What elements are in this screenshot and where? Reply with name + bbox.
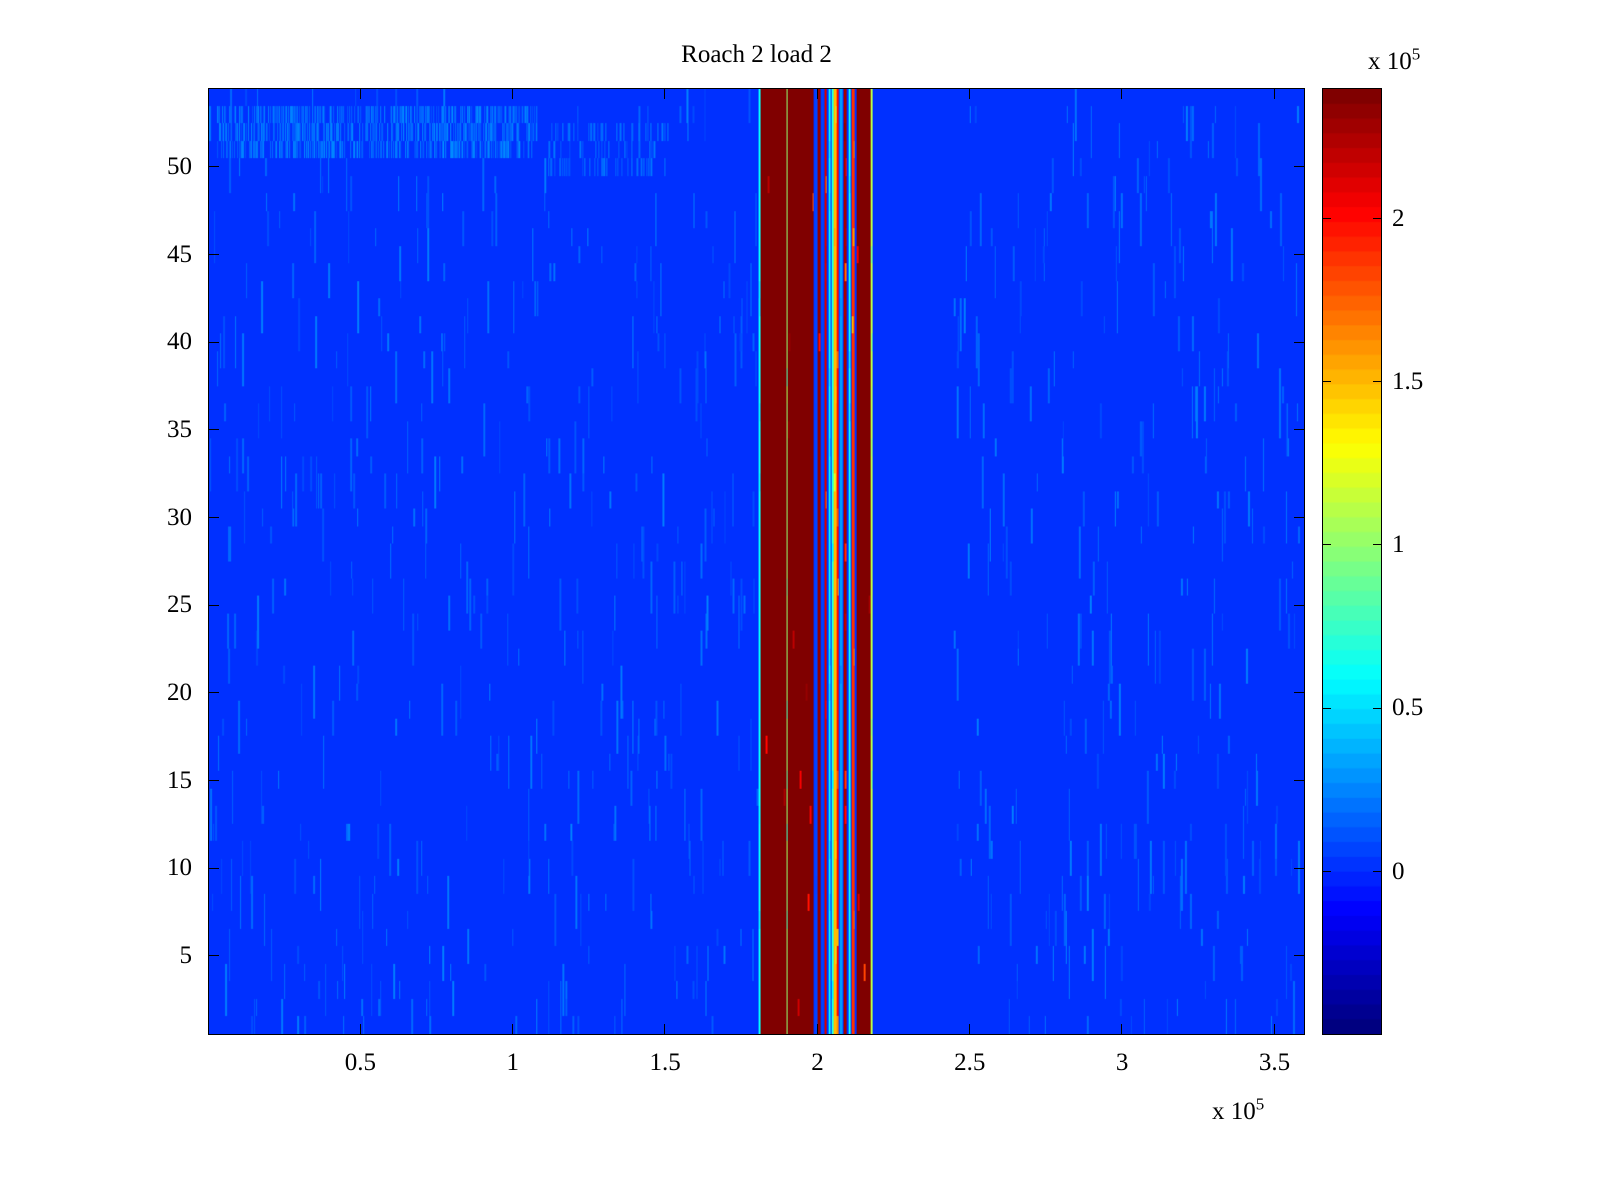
colorbar-tick-right (1373, 870, 1382, 872)
y-axis-tick-label: 50 (167, 152, 192, 180)
colorbar-tick-right (1373, 707, 1382, 709)
colorbar-gradient (1323, 89, 1381, 1034)
y-axis-tick-right (1294, 253, 1305, 255)
colorbar-tick-right (1373, 381, 1382, 383)
y-axis-tick-label: 35 (167, 415, 192, 443)
y-axis-tick (208, 604, 219, 606)
colorbar-exponent-label: x 105 (1368, 44, 1421, 76)
x-axis-tick (359, 1024, 361, 1035)
x-axis-tick-label: 2.5 (954, 1049, 986, 1076)
colorbar-tick-left (1322, 544, 1331, 546)
x-axis-exponent-label: x 105 (1212, 1094, 1265, 1126)
y-axis-tick-right (1294, 867, 1305, 869)
y-axis-tick (208, 955, 219, 957)
colorbar-tick-left (1322, 381, 1331, 383)
y-axis-tick-label: 5 (179, 942, 193, 970)
colorbar-tick-label: 0.5 (1392, 694, 1424, 722)
x-axis-tick (1121, 1024, 1123, 1035)
y-axis-tick (208, 692, 219, 694)
y-axis-tick-right (1294, 604, 1305, 606)
x-axis-tick-label: 3.5 (1258, 1049, 1291, 1076)
x-axis-tick-top (664, 88, 666, 99)
y-axis-tick-right (1294, 166, 1305, 168)
x-exponent-base: x 10 (1212, 1098, 1256, 1125)
colorbar-exponent-base: x 10 (1368, 48, 1412, 75)
x-axis-tick (969, 1024, 971, 1035)
y-axis-tick-label: 15 (167, 766, 192, 794)
x-axis-tick-top (969, 88, 971, 99)
x-axis-tick-top (1121, 88, 1123, 99)
colorbar-tick-left (1322, 870, 1331, 872)
x-axis-tick (664, 1024, 666, 1035)
y-axis-tick (208, 253, 219, 255)
x-axis-tick-label: 0.5 (344, 1049, 376, 1076)
y-axis-tick-label: 25 (167, 591, 192, 619)
x-axis-tick-top (1273, 88, 1275, 99)
x-axis-tick (1273, 1024, 1275, 1035)
y-axis-tick-right (1294, 779, 1305, 781)
y-axis-tick-right (1294, 692, 1305, 694)
y-axis-tick-label: 45 (167, 240, 192, 268)
colorbar-tick-label: 2 (1392, 204, 1405, 232)
x-axis-tick-label: 2 (811, 1049, 824, 1076)
x-axis-tick (511, 1024, 513, 1035)
y-axis-tick (208, 516, 219, 518)
x-axis-tick-top (511, 88, 513, 99)
y-axis-tick-label: 20 (167, 679, 192, 707)
y-axis-tick-right (1294, 429, 1305, 431)
colorbar-tick-right (1373, 544, 1382, 546)
page-title: Roach 2 load 2 (681, 41, 832, 68)
colorbar-tick-left (1322, 707, 1331, 709)
colorbar[interactable] (1322, 88, 1382, 1035)
colorbar-tick-label: 1 (1392, 531, 1405, 559)
colorbar-tick-label: 0 (1392, 857, 1405, 885)
colorbar-tick-left (1322, 217, 1331, 219)
y-axis-tick (208, 429, 219, 431)
x-axis-tick-top (359, 88, 361, 99)
y-axis-tick-right (1294, 955, 1305, 957)
x-axis-tick-top (816, 88, 818, 99)
x-axis-tick (816, 1024, 818, 1035)
y-axis-tick (208, 867, 219, 869)
colorbar-tick-label: 1.5 (1392, 367, 1424, 395)
x-axis-tick-label: 1 (506, 1049, 519, 1076)
y-axis-tick-label: 30 (167, 503, 192, 531)
colorbar-tick-right (1373, 217, 1382, 219)
y-axis-tick-label: 40 (167, 328, 192, 356)
y-axis-tick (208, 341, 219, 343)
y-axis-tick (208, 779, 219, 781)
colorbar-exponent-power: 5 (1411, 44, 1421, 64)
y-axis-tick (208, 166, 219, 168)
y-axis-tick-label: 10 (167, 854, 192, 882)
x-axis-tick-label: 3 (1115, 1049, 1129, 1076)
x-axis-tick-label: 1.5 (649, 1049, 681, 1076)
y-axis-tick-right (1294, 516, 1305, 518)
y-axis-tick-right (1294, 341, 1305, 343)
x-exponent-power: 5 (1255, 1094, 1265, 1114)
heatmap-plot-area[interactable] (208, 88, 1305, 1035)
heatmap-image (209, 89, 1304, 1034)
